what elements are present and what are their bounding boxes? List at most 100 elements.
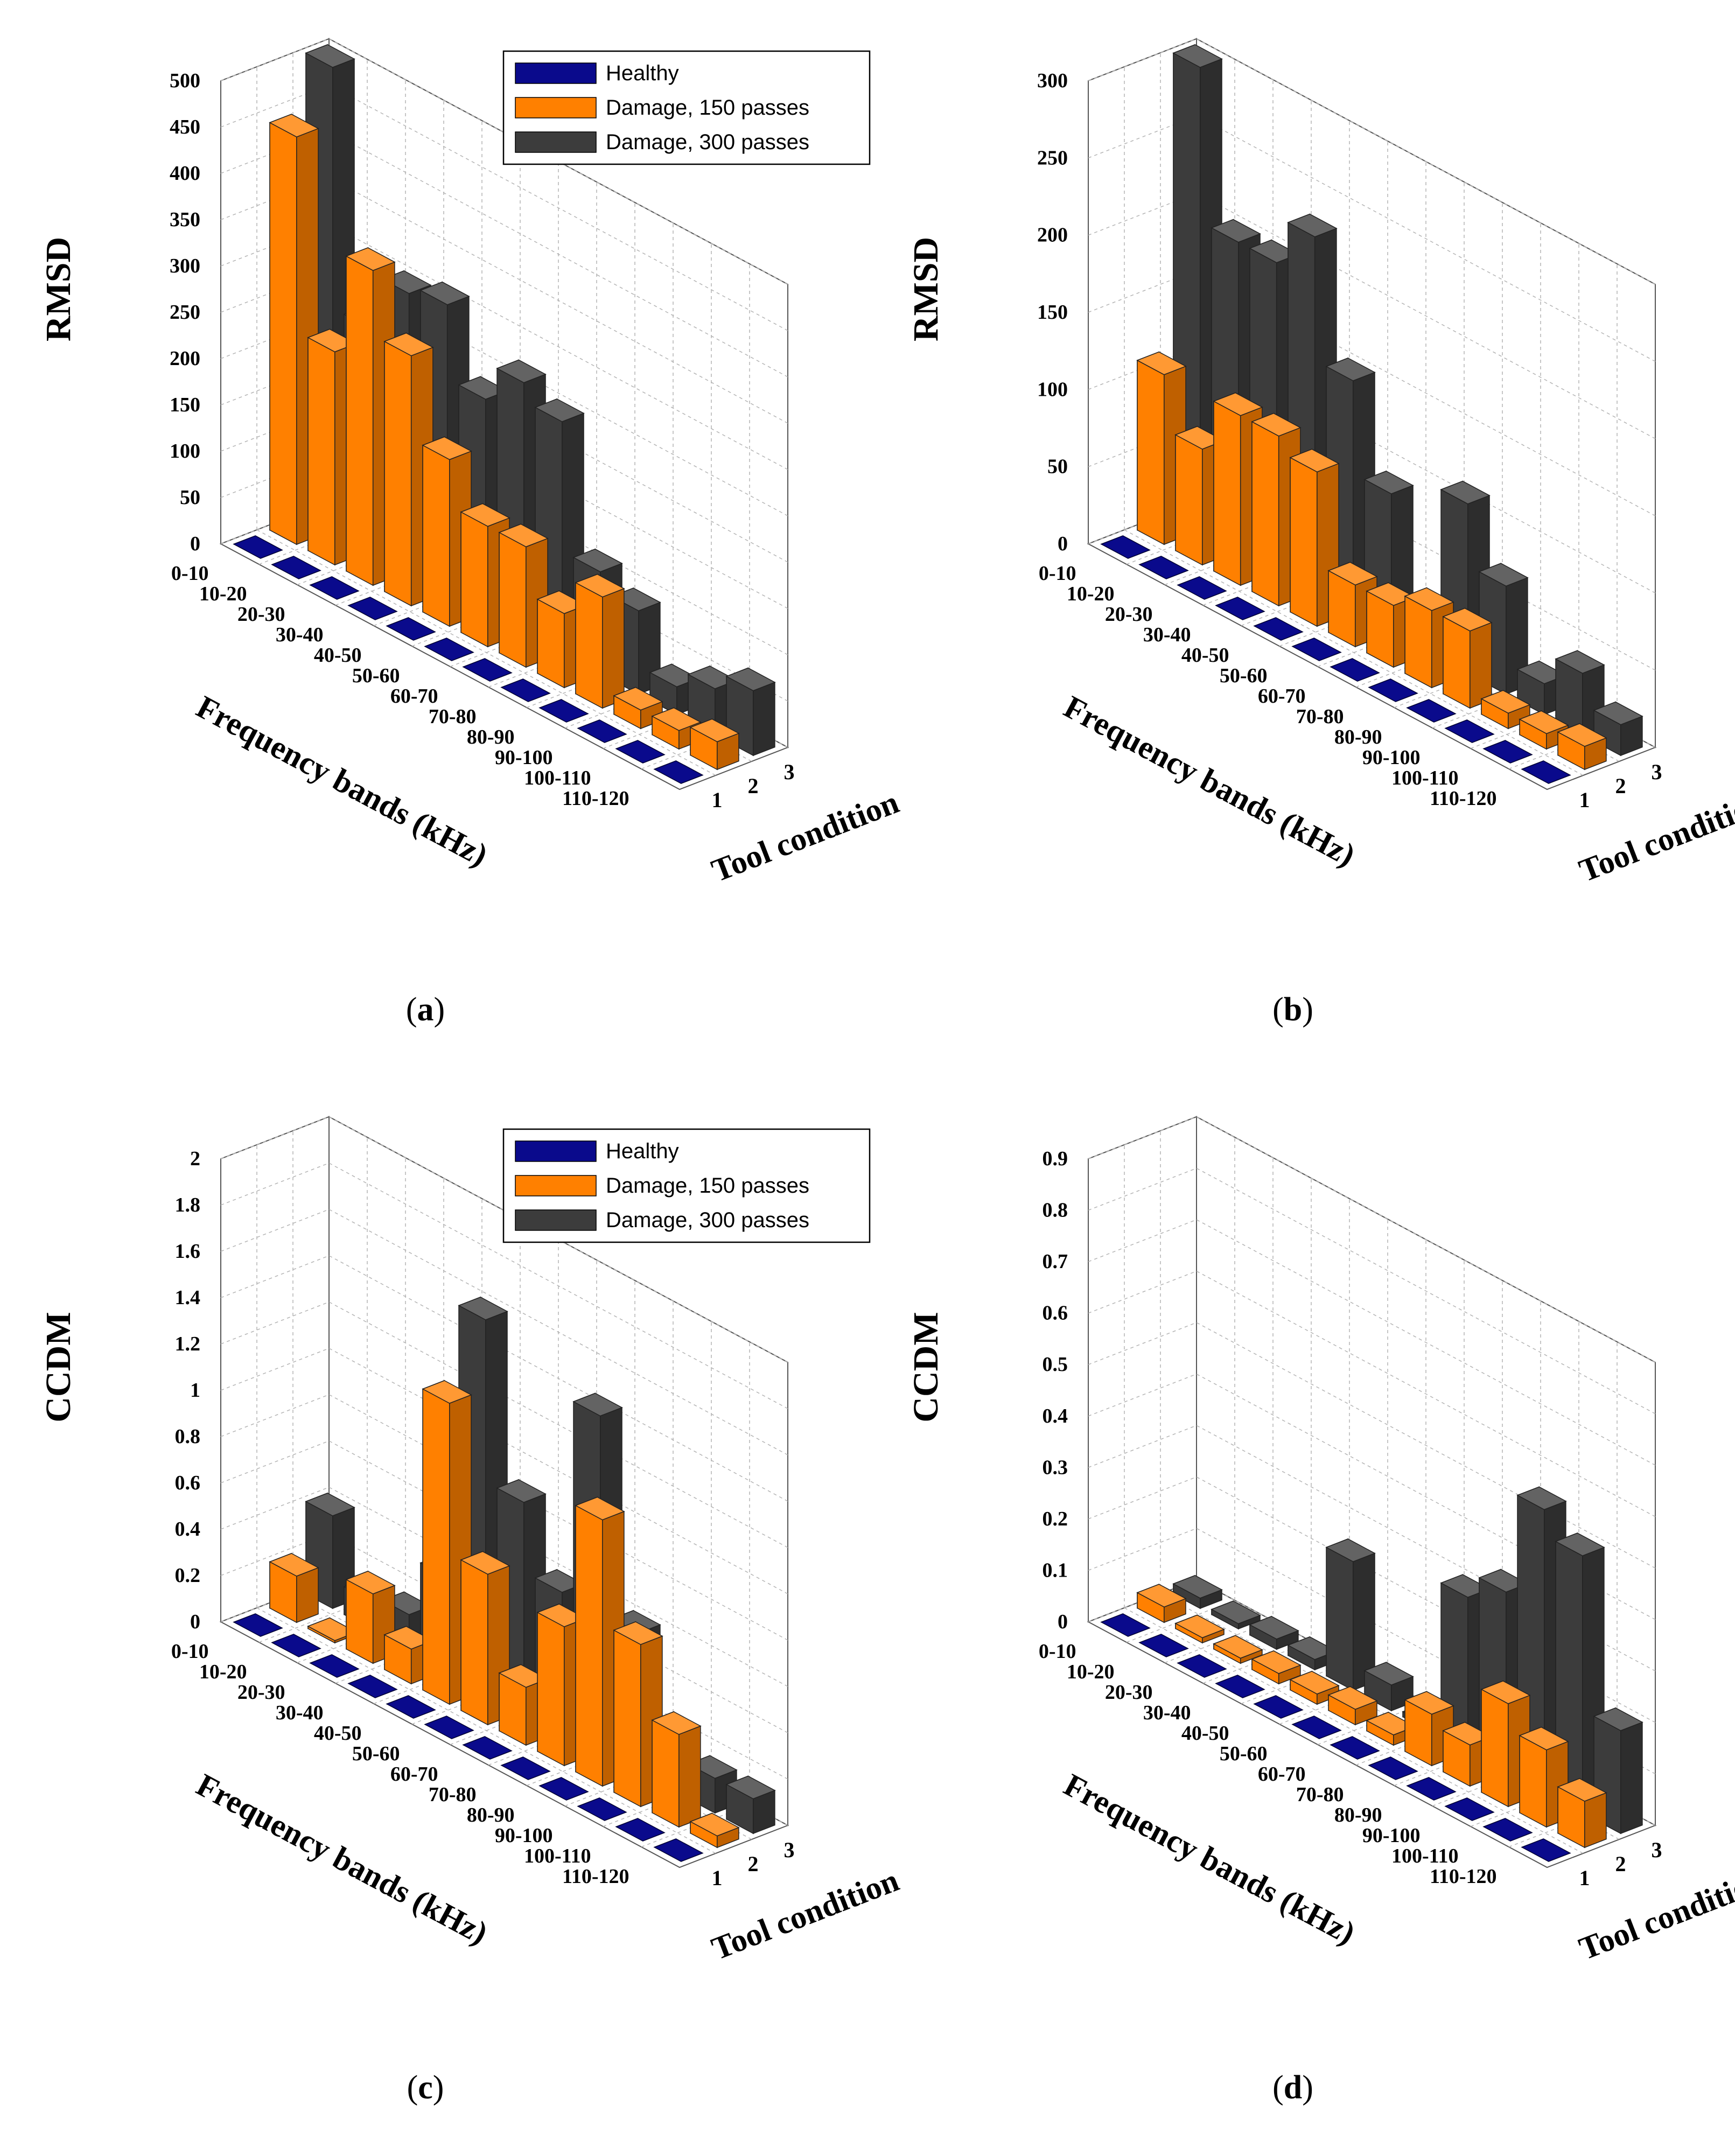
band-tick-label: 20-30 — [237, 603, 285, 626]
panel-caption: (c) — [407, 2069, 444, 2106]
bar-top — [1138, 1634, 1189, 1657]
bar-healthy-50-60 — [424, 1716, 474, 1739]
bar-healthy-10-20 — [1138, 556, 1189, 579]
caption-paren-close: ) — [1302, 2069, 1313, 2106]
band-tick-label: 60-70 — [1258, 1763, 1306, 1786]
bar-damage-150-80-90 — [1442, 607, 1493, 709]
bar-top — [613, 1621, 663, 1645]
condition-tick-labels: 1 2 3 — [1579, 1838, 1662, 1890]
bars — [233, 44, 776, 784]
bar-front — [1290, 457, 1318, 627]
bar-healthy-90-100 — [577, 1797, 627, 1821]
z-tick-label: 1.4 — [175, 1286, 201, 1309]
bar-front — [269, 122, 297, 545]
bar-healthy-10-20 — [271, 1634, 321, 1657]
tool-condition-axis-title: Tool condition — [707, 784, 904, 888]
bar-top — [305, 44, 355, 68]
bar-front — [346, 255, 374, 586]
bar-healthy-70-80 — [1368, 678, 1418, 702]
bar-top — [653, 1838, 704, 1862]
z-tick-label: 1.6 — [175, 1240, 201, 1263]
bar-healthy-70-80 — [1368, 1756, 1418, 1780]
band-tick-label: 70-80 — [429, 1783, 477, 1806]
bar-healthy-70-80 — [500, 678, 551, 702]
bar-top — [1215, 597, 1265, 620]
bar-front — [1137, 359, 1165, 545]
z-tick-label: 50 — [1047, 456, 1068, 478]
bar-damage-300-110-120 — [1593, 701, 1643, 757]
panel-caption: (d) — [1272, 2069, 1313, 2106]
bar-healthy-110-120 — [653, 1838, 704, 1862]
condition-tick-label: 3 — [1652, 760, 1662, 784]
condition-tick-label: 3 — [784, 760, 795, 784]
bar-top — [1253, 617, 1304, 641]
band-tick-label: 40-50 — [314, 644, 362, 667]
bar-damage-150-100-110 — [651, 1711, 702, 1828]
z-tick-label: 450 — [170, 116, 200, 138]
z-tick-labels: 0 50 100 150 200 250 300 — [1037, 69, 1068, 555]
bar-top — [575, 573, 625, 598]
tool-condition-axis-title: Tool condition — [1575, 1862, 1735, 1966]
bars — [1100, 1486, 1643, 1862]
bar-damage-150-60-70 — [1366, 1711, 1416, 1746]
bar-right — [1470, 622, 1492, 709]
band-tick-label: 20-30 — [1105, 1681, 1153, 1704]
bar-top — [1327, 562, 1378, 586]
z-tick-label: 200 — [1037, 224, 1068, 247]
bar-top — [1100, 535, 1151, 559]
bar-top — [422, 436, 472, 460]
bar-top — [725, 667, 776, 691]
band-tick-label: 40-50 — [314, 1722, 362, 1745]
bar-top — [1519, 710, 1569, 734]
bar-top — [572, 1392, 623, 1417]
condition-tick-label: 2 — [1615, 1852, 1626, 1876]
bar-top — [1213, 392, 1263, 416]
bar-top — [1363, 471, 1414, 494]
bar-right — [296, 1567, 319, 1623]
bar-top — [1593, 701, 1643, 725]
z-tick-label: 200 — [170, 347, 200, 370]
bar-top — [1136, 1584, 1187, 1608]
chart-panel-c: 0 0.2 0.4 0.6 0.8 1 1.2 1.4 1.6 1.8 2 CCDM 0-1010-20… — [39, 1116, 904, 2106]
floor-grid-cond — [256, 1607, 716, 1854]
band-tick-label: 70-80 — [1296, 1783, 1344, 1806]
bar-damage-150-100-110 — [651, 707, 702, 750]
bar-top — [460, 1551, 510, 1575]
bar-healthy-110-120 — [1521, 1838, 1571, 1862]
bar-healthy-60-70 — [462, 658, 513, 682]
bar-top — [347, 597, 398, 620]
bar-top — [345, 1571, 396, 1594]
bar-front — [1175, 434, 1203, 566]
bar-damage-150-110-120 — [1557, 1777, 1607, 1849]
bar-right — [1620, 1721, 1643, 1835]
bar-top — [462, 1736, 513, 1760]
bar-top — [233, 1613, 283, 1637]
condition-tick-label: 1 — [712, 1866, 723, 1890]
bar-right — [602, 588, 625, 709]
bar-top — [309, 1654, 360, 1678]
bar-top — [1555, 1532, 1605, 1557]
bar-damage-300-110-120 — [725, 667, 776, 757]
band-tick-label: 10-20 — [1067, 1661, 1115, 1683]
band-tick-label: 40-50 — [1181, 1722, 1229, 1745]
bar-top — [1211, 1600, 1261, 1625]
bar-top — [1516, 1486, 1567, 1510]
bar-top — [271, 556, 321, 579]
bar-top — [1215, 1675, 1265, 1698]
legend-swatch-damage-150 — [515, 1175, 597, 1196]
bar-top — [1291, 638, 1342, 661]
z-tick-label: 350 — [170, 208, 200, 231]
bar-damage-300-0-10 — [1172, 44, 1223, 531]
band-tick-label: 10-20 — [199, 583, 247, 605]
bar-damage-150-50-60 — [1327, 562, 1378, 648]
band-tick-labels: 0-1010-2020-3030-4040-5050-6060-7070-808… — [1039, 1640, 1497, 1888]
bar-top — [1555, 650, 1605, 674]
bar-front — [422, 1388, 450, 1705]
bar-damage-150-30-40 — [1251, 1650, 1302, 1685]
band-tick-label: 0-10 — [171, 1640, 209, 1663]
bar-top — [305, 1493, 355, 1516]
bar-top — [1480, 690, 1531, 714]
bar-damage-150-110-120 — [689, 1812, 740, 1849]
band-tick-label: 110-120 — [562, 1865, 629, 1888]
bar-top — [1177, 576, 1227, 600]
